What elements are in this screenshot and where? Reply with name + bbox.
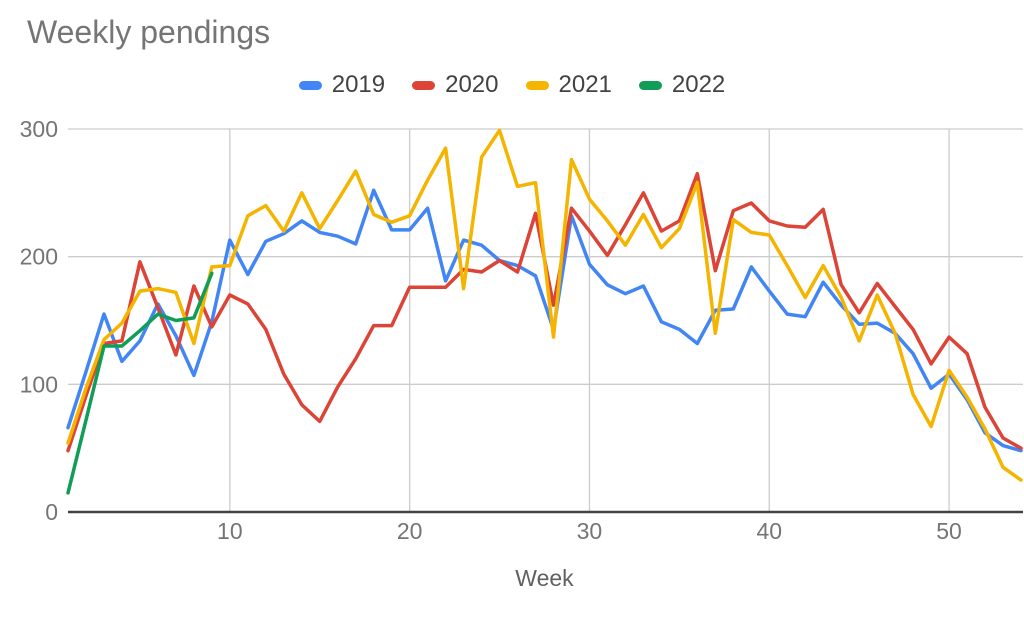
- legend-swatch-2019: [298, 80, 322, 90]
- x-tick-label-20: 20: [397, 518, 423, 544]
- legend-label-2022: 2022: [671, 71, 726, 98]
- legend-item-2019: 2019: [298, 71, 386, 99]
- legend-swatch-2022: [638, 80, 662, 90]
- y-tick-label-0: 0: [45, 499, 58, 525]
- x-tick-label-40: 40: [756, 518, 782, 544]
- series-line-2022: [66, 271, 214, 495]
- legend-item-2022: 2022: [638, 71, 726, 99]
- x-tick-label-30: 30: [577, 518, 603, 544]
- legend-label-2021: 2021: [558, 71, 612, 98]
- chart-title: Weekly pendings: [27, 14, 271, 50]
- legend-label-2019: 2019: [331, 71, 386, 98]
- legend-item-2021: 2021: [525, 71, 612, 99]
- y-tick-label-200: 200: [20, 244, 58, 270]
- series-line-2019: [66, 188, 1023, 453]
- series-line-2021: [66, 128, 1023, 482]
- x-tick-label-50: 50: [936, 518, 962, 544]
- series-line-2020: [66, 171, 1023, 453]
- legend-item-2020: 2020: [412, 71, 499, 99]
- y-tick-label-300: 300: [20, 116, 58, 142]
- x-tick-label-10: 10: [217, 518, 243, 544]
- legend-swatch-2021: [525, 80, 549, 90]
- legend: 2019 2020 2021 2022: [0, 71, 1024, 99]
- legend-swatch-2020: [412, 80, 436, 90]
- legend-label-2020: 2020: [445, 71, 499, 98]
- y-tick-label-100: 100: [20, 371, 58, 397]
- x-axis-title: Week: [515, 565, 574, 591]
